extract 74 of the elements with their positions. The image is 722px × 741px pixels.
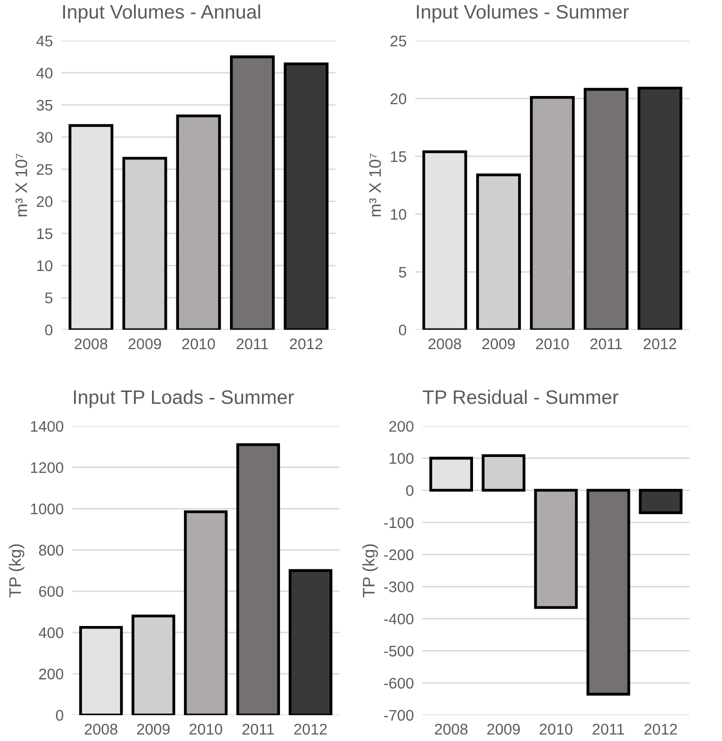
x-tick-label: 2012 [290,338,322,350]
y-tick-label: 5 [45,292,52,304]
y-tick-label: -200 [384,549,414,560]
y-axis-title: TP (kg) [8,544,24,598]
y-tick-label: -400 [384,614,414,624]
x-tick-label: 2009 [128,338,162,350]
x-tick-label: 2008 [84,724,118,735]
bar [288,569,332,716]
bar [176,114,221,330]
y-tick-label: 1000 [31,504,64,514]
x-tick-label: 2012 [644,338,676,350]
y-tick-label: 25 [390,36,406,46]
y-tick-label: 45 [36,36,52,46]
y-tick-label: 5 [398,266,406,278]
x-tick-label: 2008 [434,724,468,735]
x-tick-label: 2009 [482,338,515,350]
bar [284,62,329,330]
y-tick-label: 35 [36,100,52,111]
x-tick-label: 2008 [428,338,462,350]
x-tick-label: 2011 [242,724,274,735]
y-tick-label: 0 [56,710,64,721]
bar [534,488,578,609]
y-tick-label: -100 [384,517,414,528]
bar [586,488,630,696]
y-tick-label: 20 [36,196,52,207]
y-tick-label: 1400 [31,420,64,432]
y-tick-label: 10 [37,260,52,272]
x-tick-label: 2008 [74,338,108,350]
chart-title: Input Volumes - Summer [416,4,629,23]
y-tick-label: -600 [384,678,414,689]
bar [184,510,228,716]
y-tick-label: 20 [390,93,406,104]
x-tick-label: 2010 [182,338,215,350]
y-axis-title: m³ X 10⁷ [15,154,28,216]
y-tick-label: 0 [45,324,52,336]
x-tick-label: 2011 [236,338,268,350]
y-tick-label: -300 [384,581,414,592]
y-tick-label: 40 [36,68,52,79]
bar [530,96,575,330]
y-tick-label: 25 [36,164,52,175]
y-tick-label: 0 [406,485,414,496]
y-tick-label: 10 [390,209,406,220]
chart-title: TP Residual - Summer [422,390,618,404]
x-tick-label: 2009 [137,724,170,735]
y-tick-label: 800 [39,544,64,556]
bar [638,86,682,330]
bar [584,88,628,330]
y-tick-label: 30 [36,132,52,143]
bar [230,55,275,330]
y-tick-label: 200 [39,668,64,680]
y-axis-title: m³ X 10⁷ [369,154,381,216]
y-tick-label: 400 [38,627,64,638]
y-tick-label: 15 [37,228,52,240]
bar [638,488,683,514]
y-tick-label: 0 [398,324,406,336]
y-tick-label: 1200 [31,462,64,474]
y-axis-title: TP (kg) [362,544,378,598]
y-tick-label: 100 [390,453,414,464]
y-tick-label: 600 [39,586,64,597]
y-tick-label: 200 [389,420,414,432]
chart-title: Input Volumes - Annual [63,4,260,23]
bar [236,443,280,716]
x-tick-label: 2012 [294,724,327,735]
x-tick-label: 2010 [536,338,569,350]
y-tick-label: 15 [390,151,406,162]
x-tick-label: 2011 [590,338,622,350]
x-tick-label: 2010 [190,724,222,735]
y-tick-label: -500 [384,646,414,657]
y-tick-label: -700 [384,710,414,721]
x-tick-label: 2010 [540,724,572,735]
x-tick-label: 2012 [644,724,677,735]
x-tick-label: 2011 [592,724,624,735]
x-tick-label: 2009 [487,724,520,735]
chart-title: Input TP Loads - Summer [74,390,294,408]
